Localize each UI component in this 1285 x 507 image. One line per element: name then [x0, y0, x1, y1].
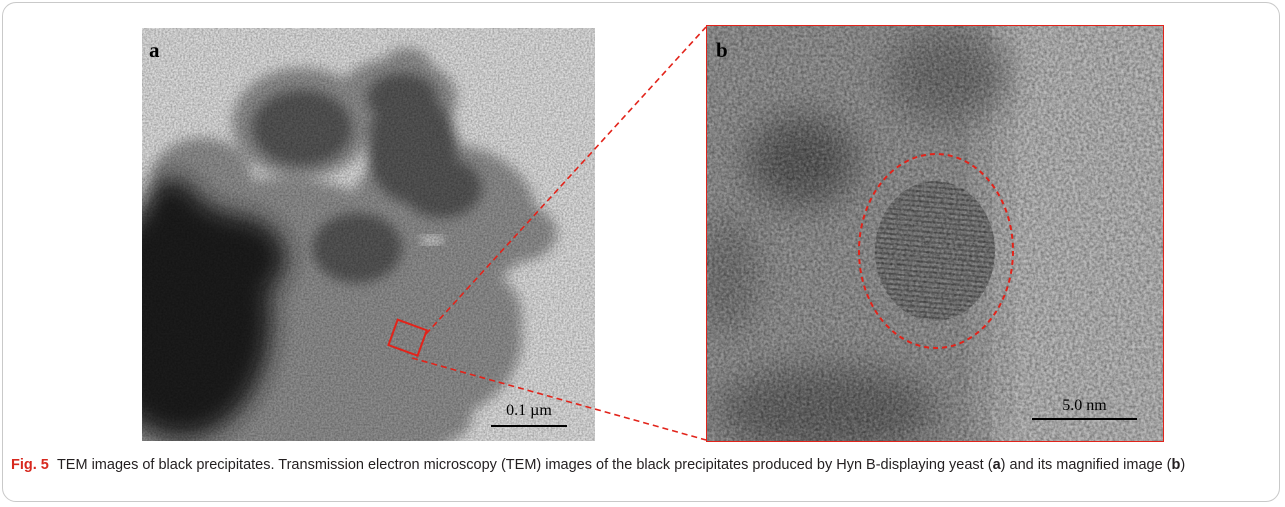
caption-ref-a: a — [992, 457, 1001, 473]
scale-bar-b — [1032, 418, 1137, 420]
caption-ref-b: b — [1171, 457, 1181, 473]
tem-micrograph-b — [707, 26, 1163, 441]
panel-label-a: a — [149, 38, 160, 62]
tem-micrograph-a — [142, 28, 595, 441]
caption-fig-label: Fig. 5 — [11, 457, 49, 473]
scale-bar-a — [491, 425, 567, 427]
highlight-ellipse — [858, 153, 1014, 349]
scale-text-a: 0.1 µm — [506, 402, 552, 419]
panel-label-b: b — [716, 38, 728, 62]
caption-text-3: ) — [1180, 457, 1186, 473]
figure-caption: Fig. 5 TEM images of black precipitates.… — [11, 456, 1273, 475]
tem-image-a: a 0.1 µm — [142, 28, 595, 441]
scale-text-b: 5.0 nm — [1062, 397, 1107, 414]
caption-text-2: ) and its magnified image ( — [1000, 457, 1172, 473]
selection-box — [387, 318, 429, 357]
tem-image-b: b 5.0 nm — [706, 25, 1164, 442]
caption-text-1: TEM images of black precipitates. Transm… — [56, 457, 993, 473]
